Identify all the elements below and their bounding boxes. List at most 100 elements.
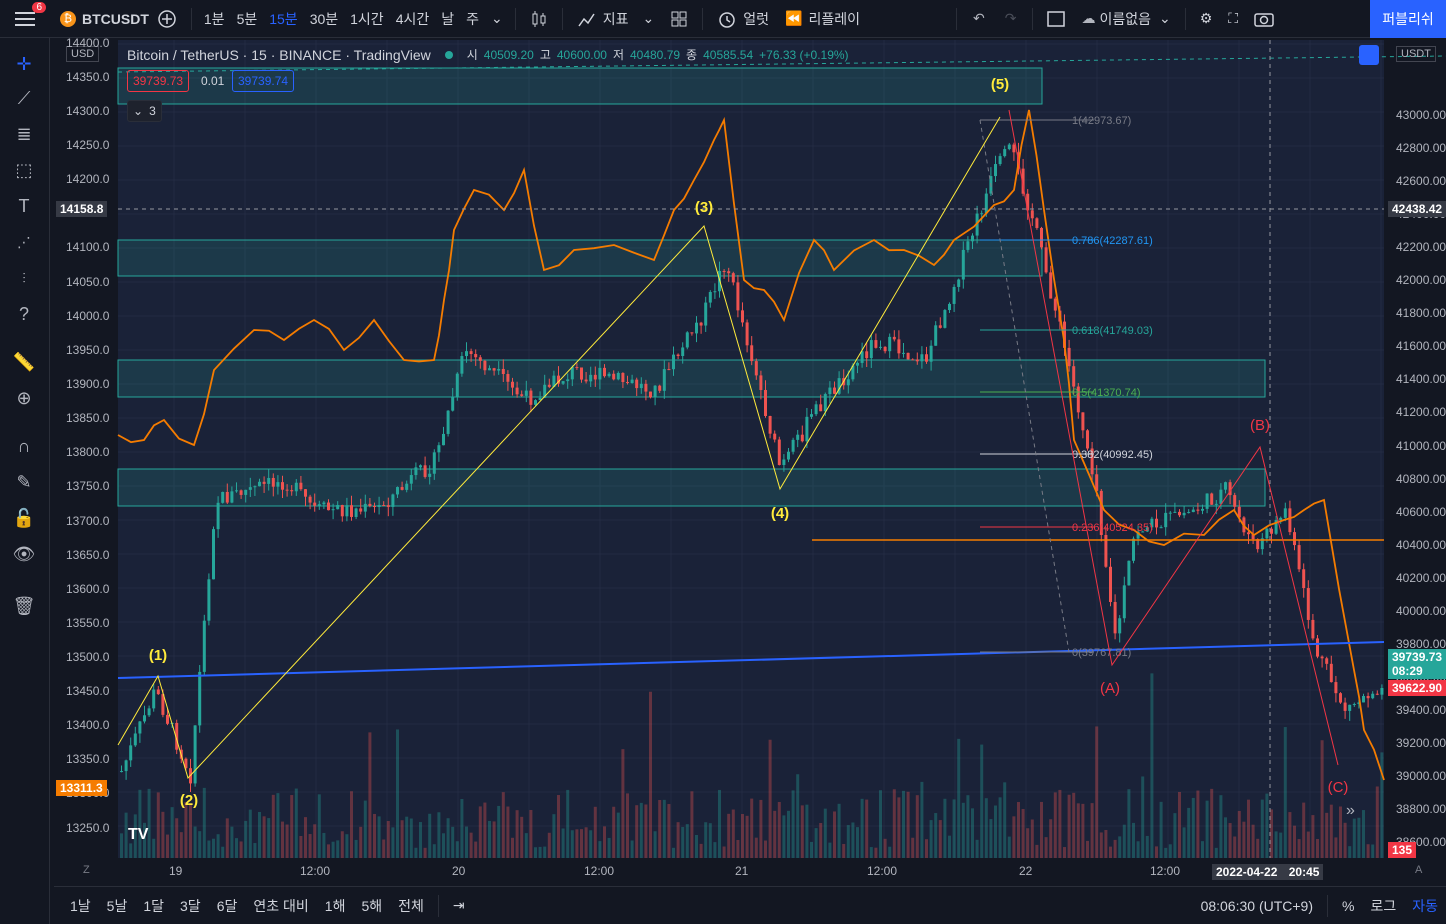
text-icon[interactable]: T xyxy=(18,195,30,216)
crosshair-icon[interactable]: ✛ xyxy=(16,53,32,74)
price-chart[interactable]: 1(42973.67) 0.786(42287.61) 0.618(41749.03… xyxy=(54,40,1446,886)
right-currency-label[interactable]: USDT xyxy=(1396,46,1436,62)
pattern-icon[interactable]: ⬚ xyxy=(15,159,33,180)
indicators-toggle[interactable]: ⌄ 3 xyxy=(127,100,162,122)
candle-body xyxy=(879,346,882,348)
range-5d[interactable]: 5날 xyxy=(106,897,128,914)
help-icon[interactable]: ? xyxy=(18,303,29,324)
candle-body xyxy=(534,400,537,405)
indicators-button[interactable]: 지표 ⌄ xyxy=(569,0,663,38)
range-1m[interactable]: 1달 xyxy=(143,897,165,914)
sell-button[interactable]: 39739.73 xyxy=(127,70,190,92)
volume-bar xyxy=(1306,831,1310,858)
ruler-icon[interactable]: 📏 xyxy=(12,351,36,372)
volume-bar xyxy=(469,832,473,858)
candle-body xyxy=(437,445,441,453)
layout-button[interactable] xyxy=(1039,0,1073,38)
volume-bar xyxy=(432,844,436,858)
fib-retracement-icon[interactable]: ≣ xyxy=(16,123,32,144)
wave-label: (C) xyxy=(1328,779,1349,796)
interval-week[interactable]: 주 xyxy=(466,10,480,27)
trash-icon[interactable]: 🗑 xyxy=(12,595,36,616)
chevron-down-icon: ⌄ xyxy=(642,10,655,26)
volume-bar xyxy=(819,822,823,858)
volume-bar xyxy=(363,800,367,858)
time-tick: 21 xyxy=(735,864,749,878)
chevron-down-icon: ⌄ xyxy=(1158,10,1171,26)
range-6m[interactable]: 6달 xyxy=(216,897,238,914)
interval-1m[interactable]: 1분 xyxy=(203,10,225,27)
volume-bar xyxy=(1348,846,1352,858)
range-ytd[interactable]: 연초 대비 xyxy=(253,897,309,914)
interval-1h[interactable]: 1시간 xyxy=(350,10,384,27)
layout-name-button[interactable]: ☁ 이름없음 ⌄ xyxy=(1073,0,1178,38)
volume-bar xyxy=(189,803,192,858)
publish-button[interactable]: 퍼블리쉬 xyxy=(1370,0,1446,38)
left-currency-label[interactable]: USD xyxy=(66,46,100,62)
volume-bar xyxy=(267,818,271,858)
buy-button[interactable]: 39739.74 xyxy=(232,70,295,92)
symbol-search[interactable]: ₿ BTCUSDT xyxy=(50,0,149,38)
volume-bar xyxy=(552,814,556,858)
goto-date-icon[interactable]: ⇥ xyxy=(452,897,465,913)
interval-4h[interactable]: 4시간 xyxy=(395,10,430,27)
range-3m[interactable]: 3달 xyxy=(180,897,201,914)
layout-name-label: 이름없음 xyxy=(1099,10,1151,27)
pencil-lock-icon[interactable]: ✎ xyxy=(16,471,32,492)
volume-bar xyxy=(216,834,220,858)
log-toggle[interactable]: 로그 xyxy=(1370,897,1397,914)
auto-scale-icon[interactable]: A xyxy=(1415,864,1423,876)
candle-body xyxy=(497,368,501,371)
scroll-to-realtime-icon[interactable]: » xyxy=(1346,802,1355,819)
magnet-icon[interactable]: ∩ xyxy=(17,435,31,456)
maximize-pane-button[interactable] xyxy=(1359,45,1379,65)
range-1d[interactable]: 1날 xyxy=(70,897,91,914)
right-price-tick: 43000.00 xyxy=(1396,108,1446,122)
auto-toggle[interactable]: 자동 xyxy=(1412,897,1438,914)
volume-bar xyxy=(1164,847,1168,858)
right-price-tick: 40000.00 xyxy=(1396,604,1446,618)
fullscreen-button[interactable]: ⛶ xyxy=(1220,0,1246,38)
interval-30m[interactable]: 30분 xyxy=(309,10,339,27)
candle-body xyxy=(653,385,657,398)
chart-type-button[interactable] xyxy=(522,0,556,38)
alert-button[interactable]: 얼럿 xyxy=(709,0,777,38)
tradingview-logo[interactable]: TV xyxy=(128,826,149,843)
candle-body xyxy=(442,433,445,446)
interval-5m[interactable]: 5분 xyxy=(236,10,258,27)
eye-icon[interactable]: 👁 xyxy=(12,543,36,564)
zoom-in-icon[interactable]: ⊕ xyxy=(16,387,32,408)
trendline-icon[interactable]: ⟋ xyxy=(17,87,31,108)
volume-bar xyxy=(1136,841,1140,858)
clock-label[interactable]: 08:06:30 (UTC+9) xyxy=(1200,897,1314,914)
redo-button[interactable]: ↷ xyxy=(995,0,1027,38)
candle-body xyxy=(883,346,887,352)
range-all[interactable]: 전체 xyxy=(398,897,424,914)
left-price-tick: 14000.0 xyxy=(66,309,110,323)
interval-15m[interactable]: 15분 xyxy=(269,10,298,27)
lock-icon[interactable]: 🔓 xyxy=(12,507,36,528)
templates-button[interactable] xyxy=(662,0,696,38)
percent-toggle[interactable]: % xyxy=(1342,897,1355,914)
right-price-tick: 39200.00 xyxy=(1396,736,1446,750)
volume-bar xyxy=(925,839,928,858)
zoom-icon[interactable]: Z xyxy=(83,864,90,876)
range-5y[interactable]: 5해 xyxy=(361,897,383,914)
replay-button[interactable]: ⏪ 리플레이 xyxy=(777,0,868,38)
settings-button[interactable]: ⚙ xyxy=(1192,0,1221,38)
main-menu-button[interactable]: 6 xyxy=(0,0,50,38)
range-1y[interactable]: 1해 xyxy=(324,897,346,914)
screenshot-button[interactable] xyxy=(1246,0,1282,38)
candle-body xyxy=(451,397,455,411)
compare-button[interactable] xyxy=(149,0,185,38)
symbol-title[interactable]: Bitcoin / TetherUS · 15 · BINANCE · Trad… xyxy=(127,46,431,63)
volume-bar xyxy=(727,813,731,858)
interval-day[interactable]: 날 xyxy=(441,10,455,27)
chart-pane[interactable]: 1(42973.67) 0.786(42287.61) 0.618(41749.03… xyxy=(54,40,1446,886)
elliott-wave-icon[interactable]: ⋰ xyxy=(17,233,31,250)
volume-bar xyxy=(842,843,846,858)
chevron-down-icon[interactable]: ⌄ xyxy=(491,10,503,26)
undo-button[interactable]: ↶ xyxy=(963,0,995,38)
candle-body xyxy=(1109,566,1112,602)
prediction-icon[interactable]: ⫶ xyxy=(22,269,26,286)
